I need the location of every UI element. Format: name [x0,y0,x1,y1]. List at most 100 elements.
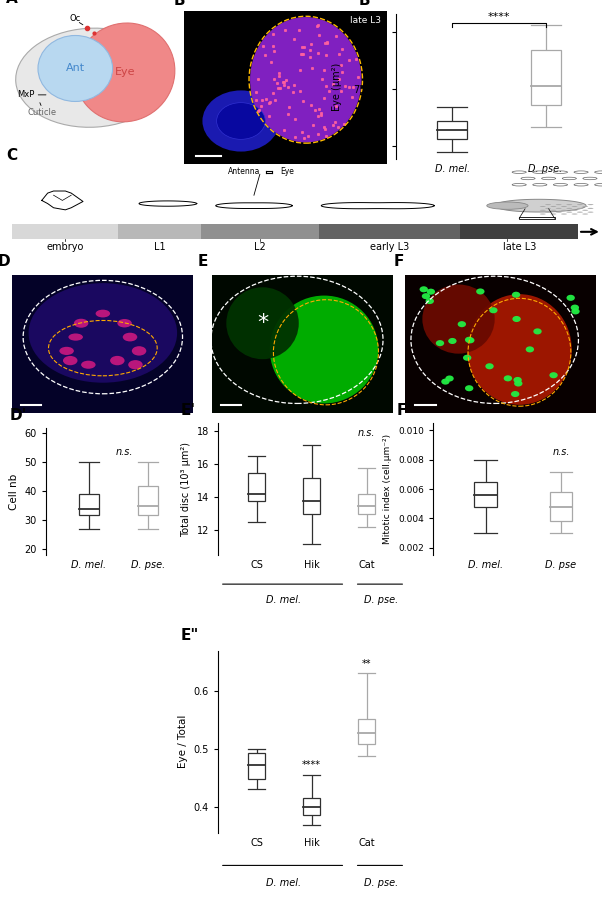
Text: late L3: late L3 [502,242,536,252]
Circle shape [526,347,534,352]
Circle shape [445,376,454,381]
Circle shape [540,209,546,211]
Circle shape [540,206,546,207]
Circle shape [582,214,588,215]
Y-axis label: Cell nb: Cell nb [9,473,19,510]
Circle shape [570,305,579,310]
Bar [359,494,375,514]
Circle shape [572,209,578,211]
Bar [519,217,554,219]
Bar [248,472,265,501]
Circle shape [556,212,562,213]
Y-axis label: Mitotic index (cell.μm⁻²): Mitotic index (cell.μm⁻²) [383,434,392,544]
Text: ****: **** [302,760,321,770]
Circle shape [503,375,512,381]
Circle shape [550,206,556,207]
Circle shape [485,363,494,369]
Text: C: C [6,147,18,163]
Ellipse shape [123,333,138,341]
Text: B: B [174,0,185,8]
Circle shape [465,385,473,391]
Ellipse shape [203,90,279,152]
Circle shape [561,209,567,211]
Ellipse shape [38,35,112,102]
Text: L1: L1 [154,242,165,252]
Circle shape [513,316,521,322]
Circle shape [566,204,572,205]
Ellipse shape [422,285,495,354]
Circle shape [588,212,594,213]
Ellipse shape [270,296,378,403]
Text: Eye: Eye [115,67,135,77]
Ellipse shape [60,347,74,355]
Text: D. mel.: D. mel. [266,595,301,604]
Circle shape [572,214,578,215]
Bar [319,225,460,239]
Text: n.s.: n.s. [358,428,375,438]
Circle shape [422,293,430,299]
Ellipse shape [29,283,177,383]
Text: late L3: late L3 [350,15,381,25]
Text: **: ** [362,659,371,669]
Ellipse shape [63,356,77,365]
Circle shape [426,298,434,304]
Ellipse shape [16,28,168,127]
Text: MxP: MxP [17,90,34,99]
Text: Antenna: Antenna [227,167,260,176]
Y-axis label: Total disc (10³ μm²): Total disc (10³ μm²) [181,441,191,537]
Circle shape [566,212,572,213]
Text: n.s.: n.s. [116,447,133,457]
Ellipse shape [75,23,175,122]
Text: Oc: Oc [69,14,81,23]
Circle shape [545,207,551,209]
Ellipse shape [110,356,125,365]
Circle shape [511,391,519,397]
Circle shape [427,288,435,295]
Circle shape [463,355,472,360]
Text: E': E' [181,403,196,418]
Ellipse shape [128,360,142,369]
Bar [138,486,158,514]
Bar [460,225,578,239]
Circle shape [419,287,428,292]
Circle shape [582,206,588,207]
Bar [437,120,467,138]
Circle shape [457,321,466,328]
Circle shape [545,212,551,213]
Text: E: E [197,254,208,269]
Circle shape [550,214,556,215]
Circle shape [487,202,528,209]
Circle shape [465,337,473,343]
Circle shape [577,204,583,205]
Text: early L3: early L3 [370,242,409,252]
Bar [119,225,201,239]
Text: D. mel.: D. mel. [266,878,301,888]
Circle shape [571,308,580,315]
Circle shape [441,379,449,385]
Bar [550,492,572,521]
Circle shape [572,206,578,207]
Circle shape [512,292,520,298]
Ellipse shape [96,309,110,318]
Circle shape [466,338,475,343]
Text: D: D [0,254,10,269]
Circle shape [540,214,546,215]
Circle shape [567,295,575,301]
Text: D. pse.: D. pse. [363,878,398,888]
Text: *: * [257,313,268,333]
Ellipse shape [250,17,362,142]
Circle shape [582,209,588,211]
Bar [359,719,375,744]
Bar [201,225,319,239]
Circle shape [556,207,562,209]
Y-axis label: Eye / Total: Eye / Total [178,715,188,768]
Text: D. pse.: D. pse. [363,595,398,604]
Bar [530,50,561,105]
Text: Cuticle: Cuticle [28,107,56,116]
Text: F': F' [397,403,411,418]
Ellipse shape [81,360,96,369]
Bar [79,494,98,514]
Bar [474,481,497,507]
Circle shape [588,204,594,205]
Text: B': B' [359,0,375,8]
